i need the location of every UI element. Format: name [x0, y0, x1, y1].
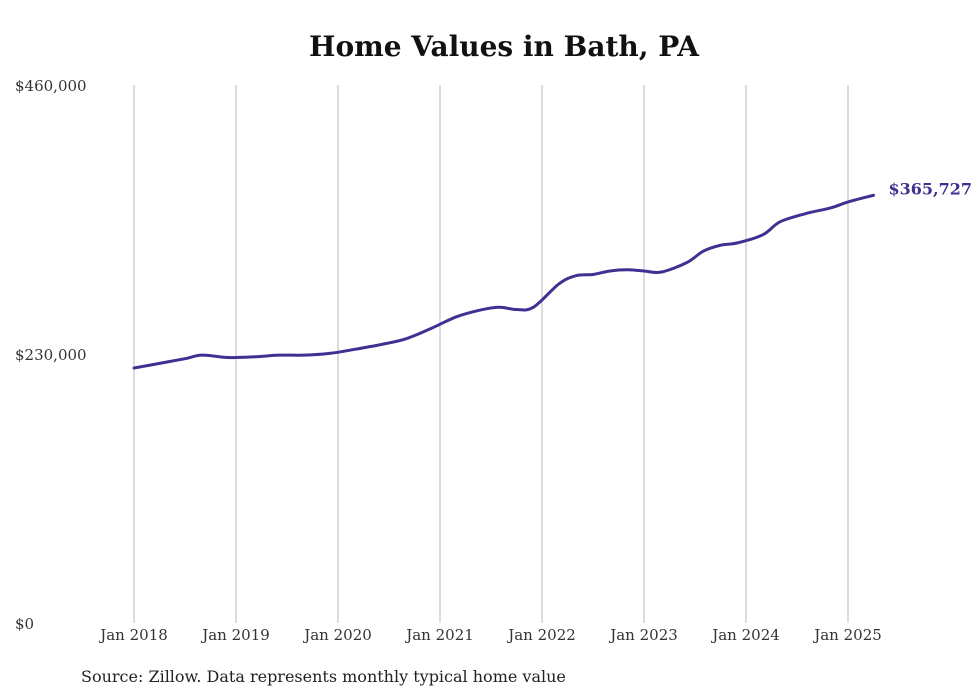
y-tick-label: $0: [15, 615, 34, 633]
x-tick-label: Jan 2025: [812, 626, 882, 644]
source-note: Source: Zillow. Data represents monthly …: [81, 667, 566, 686]
x-tick-label: Jan 2022: [506, 626, 576, 644]
series-line: [132, 193, 875, 370]
x-tick-label: Jan 2020: [302, 626, 372, 644]
x-tick-label: Jan 2023: [608, 626, 678, 644]
y-tick-label: $460,000: [15, 77, 87, 95]
y-tick-label: $230,000: [15, 346, 87, 364]
x-tick-label: Jan 2018: [98, 626, 168, 644]
chart-title: Home Values in Bath, PA: [308, 30, 700, 63]
x-tick-label: Jan 2024: [710, 626, 780, 644]
x-tick-label: Jan 2021: [404, 626, 474, 644]
x-tick-label: Jan 2019: [200, 626, 270, 644]
end-value-label: $365,727: [889, 179, 973, 198]
